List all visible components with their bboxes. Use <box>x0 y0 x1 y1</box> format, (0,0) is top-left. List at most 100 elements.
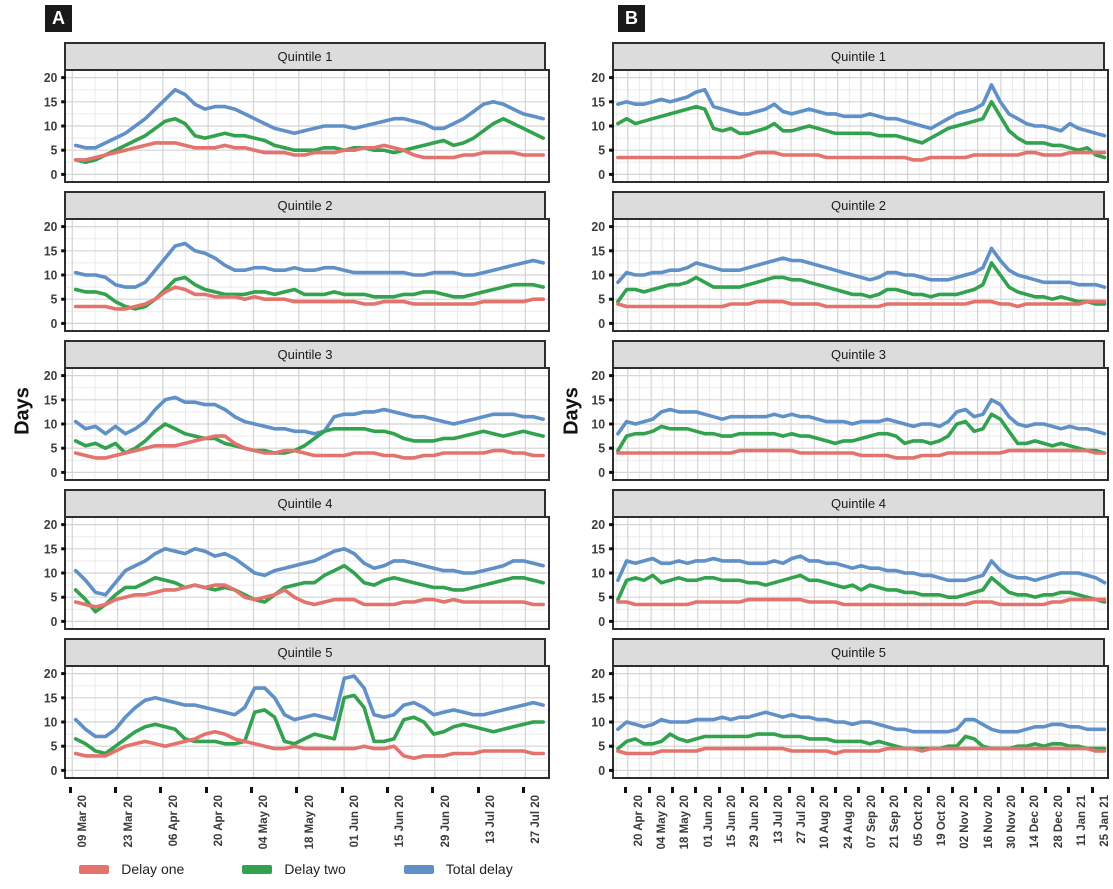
x-tick-mark <box>647 787 651 793</box>
series-line-delay-one <box>618 600 1105 605</box>
y-tick-label: 15 <box>44 95 58 109</box>
series-line-delay-two <box>618 575 1105 602</box>
x-tick-mark <box>68 787 72 793</box>
x-tick-mark <box>834 787 838 793</box>
x-tick-mark <box>857 787 861 793</box>
y-tick-label: 20 <box>44 220 58 234</box>
legend-swatch-delay-two <box>242 864 273 874</box>
series-line-delay-one <box>76 287 544 309</box>
y-tick-label: 15 <box>591 393 605 407</box>
facet-quintile-2: Quintile 2 20 15 10 5 0 <box>44 191 550 332</box>
y-tick-label: 20 <box>591 667 605 681</box>
series-line-delay-one <box>618 153 1105 160</box>
facet-quintile-3: Quintile 3 20 15 10 5 0 <box>591 340 1109 481</box>
x-tick-mark <box>1090 787 1094 793</box>
y-tick-label: 10 <box>44 566 58 580</box>
y-tick-label: 15 <box>591 244 605 258</box>
x-tick-label: 19 Oct 20 <box>935 795 948 847</box>
series-line-total-delay <box>76 397 544 433</box>
y-tick-label: 20 <box>591 518 605 532</box>
panel-b-x-axis: 20 Apr 20 04 May 20 18 May 20 01 Jun 20 15 J… <box>612 787 1111 857</box>
facet-title: Quintile 2 <box>277 198 333 213</box>
series-line-total-delay <box>618 85 1105 136</box>
y-tick-label: 10 <box>591 566 605 580</box>
x-tick-label: 14 Dec 20 <box>1029 795 1042 849</box>
x-tick-mark <box>114 787 118 793</box>
x-tick-mark <box>431 787 435 793</box>
x-tick-mark <box>1044 787 1048 793</box>
series-line-delay-one <box>618 302 1105 307</box>
y-tick-label: 0 <box>51 168 58 182</box>
facet-plot: 20 15 10 5 0 <box>44 516 550 630</box>
y-tick-label: 5 <box>51 144 58 158</box>
x-tick-mark <box>904 787 908 793</box>
y-tick-label: 0 <box>51 764 58 778</box>
facet-quintile-1: Quintile 1 20 15 10 5 0 <box>591 42 1109 183</box>
x-tick-label: 16 Nov 20 <box>982 795 995 849</box>
x-tick-mark <box>717 787 721 793</box>
x-tick-label: 28 Dec 20 <box>1052 795 1065 849</box>
legend: Delay one Delay two Total delay <box>40 861 552 877</box>
panel-a-badge: A <box>45 5 72 32</box>
x-tick-mark <box>624 787 628 793</box>
panel-b: B Days Quintile 1 20 15 10 5 0 Quintile 2 20 15 1… <box>552 0 1113 877</box>
y-tick-label: 0 <box>598 764 605 778</box>
y-tick-label: 20 <box>591 71 605 85</box>
y-tick-label: 20 <box>591 220 605 234</box>
x-tick-mark <box>204 787 208 793</box>
y-axis-title: Days <box>560 386 583 435</box>
facet-strip: Quintile 3 <box>64 340 546 369</box>
series-line-total-delay <box>618 248 1105 287</box>
x-tick-label: 20 Apr 20 <box>213 795 226 847</box>
facet-plot: 20 15 10 5 0 <box>591 516 1109 630</box>
y-tick-label: 0 <box>598 168 605 182</box>
facet-strip: Quintile 5 <box>612 638 1105 667</box>
x-tick-label: 13 Jul 20 <box>772 795 785 844</box>
series-line-total-delay <box>76 90 544 148</box>
y-tick-label: 20 <box>44 667 58 681</box>
facet-quintile-3: Quintile 3 20 15 10 5 0 <box>44 340 550 481</box>
legend-item-total-delay: Total delay <box>403 861 513 877</box>
x-tick-mark <box>340 787 344 793</box>
y-tick-label: 0 <box>51 615 58 629</box>
facet-title: Quintile 1 <box>831 49 886 64</box>
x-tick-label: 11 Jan 21 <box>1075 795 1088 847</box>
legend-item-delay-one: Delay one <box>79 861 184 877</box>
series-line-delay-two <box>618 263 1105 304</box>
facet-strip: Quintile 1 <box>612 42 1105 71</box>
x-tick-mark <box>476 787 480 793</box>
x-tick-mark <box>927 787 931 793</box>
x-tick-mark <box>974 787 978 793</box>
y-tick-label: 5 <box>51 740 58 754</box>
facet-plot: 20 15 10 5 0 <box>591 218 1109 332</box>
y-tick-label: 10 <box>44 715 58 729</box>
series-line-delay-two <box>76 119 544 163</box>
y-tick-label: 10 <box>44 268 58 282</box>
y-tick-label: 5 <box>598 591 605 605</box>
x-tick-label: 04 May 20 <box>656 795 669 850</box>
facet-strip: Quintile 3 <box>612 340 1105 369</box>
x-tick-label: 20 Apr 20 <box>632 795 645 847</box>
facet-plot: 20 15 10 5 0 <box>44 665 550 779</box>
series-line-delay-two <box>76 424 544 453</box>
x-tick-mark <box>950 787 954 793</box>
facet-quintile-4: Quintile 4 20 15 10 5 0 <box>591 489 1109 630</box>
series-line-delay-one <box>76 732 544 759</box>
x-tick-mark <box>1020 787 1024 793</box>
facet-strip: Quintile 4 <box>612 489 1105 518</box>
y-tick-label: 10 <box>591 417 605 431</box>
y-tick-label: 5 <box>51 442 58 456</box>
series-line-total-delay <box>618 712 1105 731</box>
x-tick-label: 18 May 20 <box>679 795 692 850</box>
y-tick-label: 0 <box>51 317 58 331</box>
y-tick-label: 5 <box>598 144 605 158</box>
facet-title: Quintile 5 <box>831 645 886 660</box>
series-line-delay-one <box>618 749 1105 754</box>
facet-quintile-2: Quintile 2 20 15 10 5 0 <box>591 191 1109 332</box>
x-tick-label: 24 Aug 20 <box>842 795 855 849</box>
series-line-delay-one <box>618 451 1105 458</box>
facet-plot: 20 15 10 5 0 <box>591 69 1109 183</box>
series-line-delay-one <box>76 143 544 160</box>
series-line-delay-two <box>618 734 1105 749</box>
x-tick-mark <box>740 787 744 793</box>
